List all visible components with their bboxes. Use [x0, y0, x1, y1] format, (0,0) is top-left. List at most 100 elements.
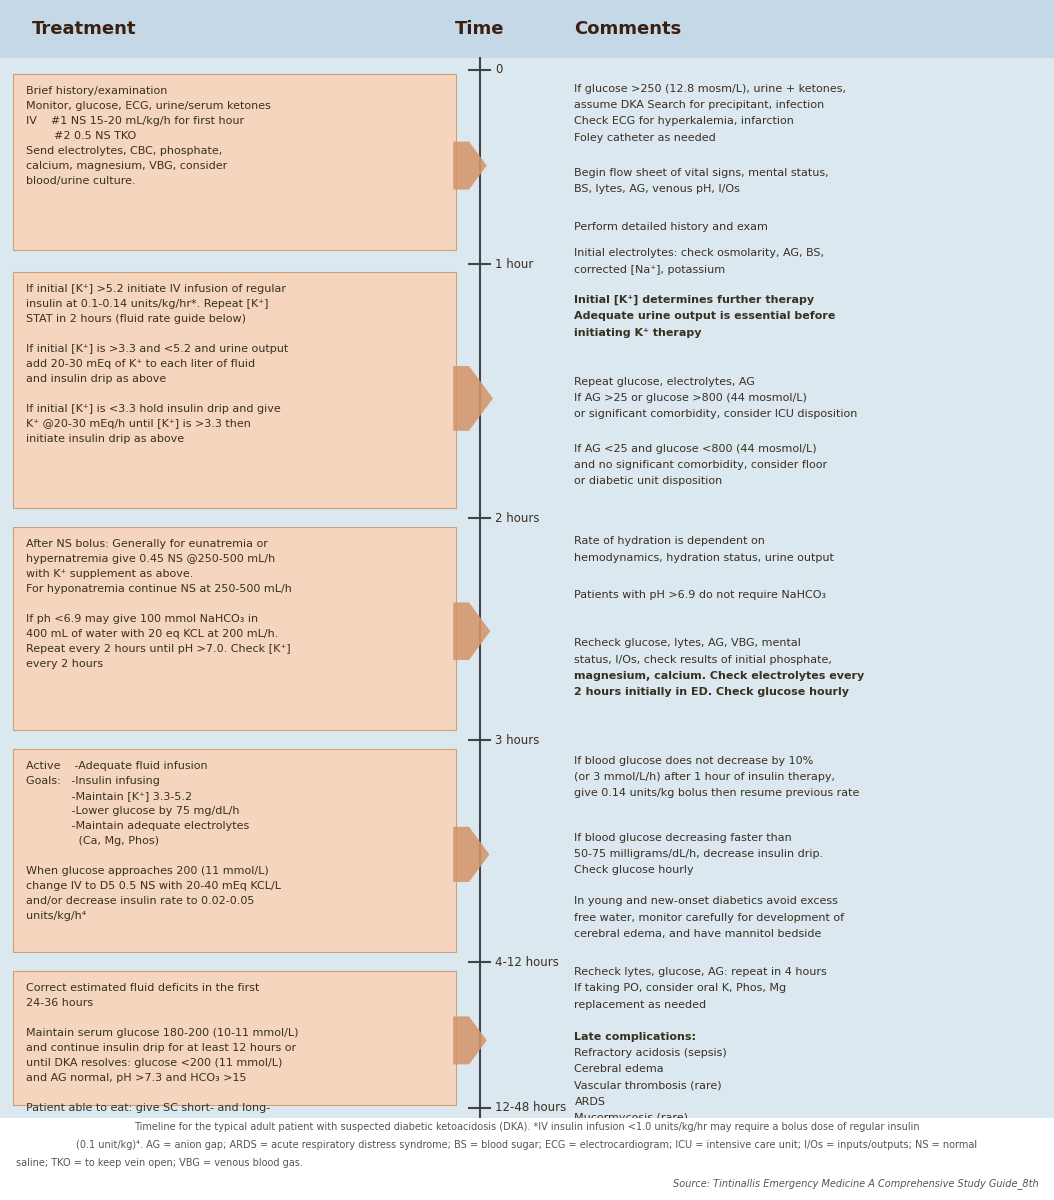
Text: If ph <6.9 may give 100 mmol NaHCO₃ in: If ph <6.9 may give 100 mmol NaHCO₃ in: [26, 613, 258, 624]
Text: hypernatremia give 0.45 NS @250-500 mL/h: hypernatremia give 0.45 NS @250-500 mL/h: [26, 553, 275, 564]
FancyBboxPatch shape: [13, 527, 456, 730]
Text: acting insulin, feed patient, discontinue IV: acting insulin, feed patient, discontinu…: [26, 1118, 262, 1128]
Text: or diabetic unit disposition: or diabetic unit disposition: [574, 476, 723, 486]
Text: initiating K⁺ therapy: initiating K⁺ therapy: [574, 328, 702, 337]
Text: Repeat every 2 hours until pH >7.0. Check [K⁺]: Repeat every 2 hours until pH >7.0. Chec…: [26, 643, 291, 654]
Text: 1 hour: 1 hour: [495, 258, 533, 270]
Text: SC insulin: SC insulin: [132, 1133, 190, 1142]
Text: Vascular thrombosis (rare): Vascular thrombosis (rare): [574, 1080, 722, 1091]
Polygon shape: [453, 142, 487, 190]
Text: Rate of hydration is dependent on: Rate of hydration is dependent on: [574, 536, 765, 546]
Text: initiate insulin drip as above: initiate insulin drip as above: [26, 434, 184, 444]
Text: add 20-30 mEq of K⁺ to each liter of fluid: add 20-30 mEq of K⁺ to each liter of flu…: [26, 359, 255, 370]
Text: -Lower glucose by 75 mg/dL/h: -Lower glucose by 75 mg/dL/h: [26, 806, 240, 816]
Text: In young and new-onset diabetics avoid excess: In young and new-onset diabetics avoid e…: [574, 896, 838, 906]
Text: free water, monitor carefully for development of: free water, monitor carefully for develo…: [574, 912, 844, 923]
Text: After NS bolus: Generally for eunatremia or: After NS bolus: Generally for eunatremia…: [26, 539, 268, 548]
Text: 4-12 hours: 4-12 hours: [495, 956, 560, 968]
Text: Perform detailed history and exam: Perform detailed history and exam: [574, 222, 768, 232]
Text: every 2 hours: every 2 hours: [26, 659, 103, 668]
Text: When glucose approaches 200 (11 mmol/L): When glucose approaches 200 (11 mmol/L): [26, 866, 269, 876]
Text: IV    #1 NS 15-20 mL/kg/h for first hour: IV #1 NS 15-20 mL/kg/h for first hour: [26, 116, 245, 126]
Text: 50-75 milligrams/dL/h, decrease insulin drip.: 50-75 milligrams/dL/h, decrease insulin …: [574, 850, 823, 859]
Text: If blood glucose decreasing faster than: If blood glucose decreasing faster than: [574, 833, 793, 842]
Text: If initial [K⁺] is <3.3 hold insulin drip and give: If initial [K⁺] is <3.3 hold insulin dri…: [26, 404, 281, 414]
Text: Patient able to eat: give SC short- and long-: Patient able to eat: give SC short- and …: [26, 1103, 271, 1112]
Text: If taking PO, consider oral K, Phos, Mg: If taking PO, consider oral K, Phos, Mg: [574, 984, 786, 994]
Text: ARDS: ARDS: [574, 1097, 605, 1106]
Text: change IV to D5 0.5 NS with 20-40 mEq KCL/L: change IV to D5 0.5 NS with 20-40 mEq KC…: [26, 881, 281, 890]
Text: Adequate urine output is essential before: Adequate urine output is essential befor…: [574, 311, 836, 322]
Text: 12-48 hours: 12-48 hours: [495, 1102, 567, 1114]
Text: Foley catheter as needed: Foley catheter as needed: [574, 132, 716, 143]
Text: and continue insulin drip for at least 12 hours or: and continue insulin drip for at least 1…: [26, 1043, 296, 1052]
Text: If initial [K⁺] >5.2 initiate IV infusion of regular: If initial [K⁺] >5.2 initiate IV infusio…: [26, 284, 287, 294]
Text: Check glucose hourly: Check glucose hourly: [574, 865, 694, 875]
Text: 3 hours: 3 hours: [495, 734, 540, 746]
Text: #2 0.5 NS TKO: #2 0.5 NS TKO: [26, 131, 137, 142]
Text: If initial [K⁺] is >3.3 and <5.2 and urine output: If initial [K⁺] is >3.3 and <5.2 and uri…: [26, 344, 289, 354]
Polygon shape: [453, 1016, 487, 1064]
Text: If AG >25 or glucose >800 (44 mosmol/L): If AG >25 or glucose >800 (44 mosmol/L): [574, 392, 807, 403]
Polygon shape: [453, 366, 493, 431]
Text: Brief history/examination: Brief history/examination: [26, 86, 168, 96]
Text: and AG normal, pH >7.3 and HCO₃ >15: and AG normal, pH >7.3 and HCO₃ >15: [26, 1073, 247, 1082]
Text: Recheck lytes, glucose, AG: repeat in 4 hours: Recheck lytes, glucose, AG: repeat in 4 …: [574, 967, 827, 977]
FancyBboxPatch shape: [13, 749, 456, 952]
Text: insulin at 0.1-0.14 units/kg/hr*. Repeat [K⁺]: insulin at 0.1-0.14 units/kg/hr*. Repeat…: [26, 299, 269, 310]
Text: Comments: Comments: [574, 19, 682, 37]
Text: and insulin drip as above: and insulin drip as above: [26, 374, 167, 384]
Text: Timeline for the typical adult patient with suspected diabetic ketoacidosis (DKA: Timeline for the typical adult patient w…: [134, 1122, 920, 1132]
FancyBboxPatch shape: [13, 272, 456, 508]
Text: units/kg/h⁴: units/kg/h⁴: [26, 911, 86, 920]
Text: corrected [Na⁺], potassium: corrected [Na⁺], potassium: [574, 264, 725, 275]
Text: 400 mL of water with 20 eq KCL at 200 mL/h.: 400 mL of water with 20 eq KCL at 200 mL…: [26, 629, 278, 638]
Text: K⁺ @20-30 mEq/h until [K⁺] is >3.3 then: K⁺ @20-30 mEq/h until [K⁺] is >3.3 then: [26, 419, 251, 430]
Text: 0: 0: [495, 64, 503, 76]
Text: insulin 1-2 hours: insulin 1-2 hours: [26, 1133, 123, 1142]
FancyBboxPatch shape: [0, 1118, 1054, 1200]
Text: Initial [K⁺] determines further therapy: Initial [K⁺] determines further therapy: [574, 295, 815, 306]
Text: STAT in 2 hours (fluid rate guide below): STAT in 2 hours (fluid rate guide below): [26, 314, 247, 324]
Text: Cerebral edema: Cerebral edema: [574, 1064, 664, 1074]
Text: BS, lytes, AG, venous pH, I/Os: BS, lytes, AG, venous pH, I/Os: [574, 184, 740, 194]
Text: Source: Tintinallis Emergency Medicine A Comprehensive Study Guide_8th: Source: Tintinallis Emergency Medicine A…: [672, 1178, 1038, 1189]
Text: magnesium, calcium. Check electrolytes every: magnesium, calcium. Check electrolytes e…: [574, 671, 864, 680]
Text: Patients with pH >6.9 do not require NaHCO₃: Patients with pH >6.9 do not require NaH…: [574, 590, 826, 600]
Text: AFTER: AFTER: [109, 1133, 149, 1142]
FancyBboxPatch shape: [0, 0, 1054, 58]
Text: Correct estimated fluid deficits in the first: Correct estimated fluid deficits in the …: [26, 983, 259, 992]
Text: calcium, magnesium, VBG, consider: calcium, magnesium, VBG, consider: [26, 161, 228, 172]
Text: Repeat glucose, electrolytes, AG: Repeat glucose, electrolytes, AG: [574, 377, 756, 386]
Text: Goals:   -Insulin infusing: Goals: -Insulin infusing: [26, 775, 160, 786]
Polygon shape: [453, 827, 489, 882]
Text: If glucose >250 (12.8 mosm/L), urine + ketones,: If glucose >250 (12.8 mosm/L), urine + k…: [574, 84, 846, 94]
Text: For hyponatremia continue NS at 250-500 mL/h: For hyponatremia continue NS at 250-500 …: [26, 583, 292, 594]
Text: with K⁺ supplement as above.: with K⁺ supplement as above.: [26, 569, 194, 578]
Text: Refractory acidosis (sepsis): Refractory acidosis (sepsis): [574, 1049, 727, 1058]
Text: If blood glucose does not decrease by 10%: If blood glucose does not decrease by 10…: [574, 756, 814, 766]
Text: Maintain serum glucose 180-200 (10-11 mmol/L): Maintain serum glucose 180-200 (10-11 mm…: [26, 1027, 299, 1038]
Text: Begin flow sheet of vital signs, mental status,: Begin flow sheet of vital signs, mental …: [574, 168, 829, 178]
Text: 2 hours: 2 hours: [495, 512, 540, 524]
Text: saline; TKO = to keep vein open; VBG = venous blood gas.: saline; TKO = to keep vein open; VBG = v…: [16, 1158, 302, 1168]
Text: Mucormycosis (rare): Mucormycosis (rare): [574, 1114, 688, 1123]
Text: Monitor, glucose, ECG, urine/serum ketones: Monitor, glucose, ECG, urine/serum keton…: [26, 101, 271, 112]
Text: until DKA resolves: glucose <200 (11 mmol/L): until DKA resolves: glucose <200 (11 mmo…: [26, 1058, 282, 1068]
Text: (0.1 unit/kg)⁴. AG = anion gap; ARDS = acute respiratory distress syndrome; BS =: (0.1 unit/kg)⁴. AG = anion gap; ARDS = a…: [77, 1140, 977, 1150]
Text: -Maintain adequate electrolytes: -Maintain adequate electrolytes: [26, 821, 250, 830]
Text: Send electrolytes, CBC, phosphate,: Send electrolytes, CBC, phosphate,: [26, 146, 222, 156]
Text: Time: Time: [455, 19, 504, 37]
Text: blood/urine culture.: blood/urine culture.: [26, 176, 136, 186]
Text: give 0.14 units/kg bolus then resume previous rate: give 0.14 units/kg bolus then resume pre…: [574, 788, 860, 798]
Text: cerebral edema, and have mannitol bedside: cerebral edema, and have mannitol bedsid…: [574, 929, 822, 938]
Text: Initial electrolytes: check osmolarity, AG, BS,: Initial electrolytes: check osmolarity, …: [574, 248, 824, 258]
Text: replacement as needed: replacement as needed: [574, 1000, 706, 1009]
Text: status, I/Os, check results of initial phosphate,: status, I/Os, check results of initial p…: [574, 655, 833, 665]
Text: assume DKA Search for precipitant, infection: assume DKA Search for precipitant, infec…: [574, 100, 824, 110]
Text: Check ECG for hyperkalemia, infarction: Check ECG for hyperkalemia, infarction: [574, 116, 795, 126]
Text: 24-36 hours: 24-36 hours: [26, 998, 94, 1008]
Text: and no significant comorbidity, consider floor: and no significant comorbidity, consider…: [574, 460, 827, 470]
Text: If AG <25 and glucose <800 (44 mosmol/L): If AG <25 and glucose <800 (44 mosmol/L): [574, 444, 817, 454]
Text: (or 3 mmol/L/h) after 1 hour of insulin therapy,: (or 3 mmol/L/h) after 1 hour of insulin …: [574, 773, 836, 782]
